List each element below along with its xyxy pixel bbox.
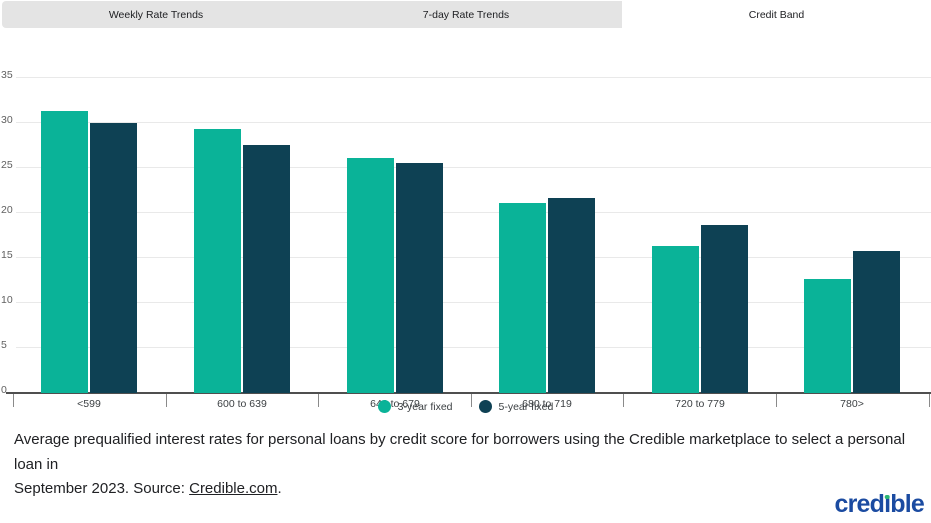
chart-legend: 3-year fixed 5-year fixed (0, 400, 931, 413)
legend-item-5-year-fixed[interactable]: 5-year fixed (478, 400, 554, 413)
y-axis-label: 15 (1, 249, 13, 261)
gridline-30 (16, 122, 931, 123)
bar-5-year-fixed (548, 198, 595, 393)
gridline-20 (16, 212, 931, 213)
x-axis-line (6, 392, 931, 394)
legend-label: 5-year fixed (498, 400, 554, 413)
bar-chart: 0 5 10 15 20 25 30 35 <599 600 to 639 640 to 679 68… (0, 28, 931, 410)
bar-3-year-fixed (652, 246, 699, 393)
gridline-5 (16, 347, 931, 348)
credible-logo: cred ıble (835, 492, 925, 517)
category-label: 600 to 639 (217, 398, 267, 410)
bar-5-year-fixed (396, 163, 443, 393)
legend-swatch-icon (377, 400, 391, 413)
y-axis-label: 0 (1, 384, 7, 396)
x-axis-tick (13, 394, 14, 407)
x-axis-tick (623, 394, 624, 407)
gridline-15 (16, 257, 931, 258)
category-label: 680 to 719 (522, 398, 572, 410)
bar-3-year-fixed (41, 111, 88, 393)
bar-5-year-fixed (243, 145, 290, 393)
y-axis-label: 35 (1, 69, 13, 81)
y-axis-label: 20 (1, 204, 13, 216)
caption-source-link[interactable]: Credible.com (189, 480, 278, 497)
tab-credit-band[interactable]: Credit Band (622, 1, 931, 28)
x-axis-tick (929, 394, 930, 407)
bar-3-year-fixed (499, 203, 546, 393)
tab-7day-rate-trends[interactable]: 7-day Rate Trends (310, 1, 622, 28)
x-axis-tick (318, 394, 319, 407)
y-axis-label: 5 (1, 339, 7, 351)
caption-period: . (277, 480, 282, 497)
bar-3-year-fixed (194, 129, 241, 393)
legend-item-3-year-fixed[interactable]: 3-year fixed (377, 400, 453, 413)
tab-weekly-rate-trends[interactable]: Weekly Rate Trends (2, 1, 310, 28)
y-axis-label: 30 (1, 114, 13, 126)
y-axis-label: 10 (1, 294, 13, 306)
bar-5-year-fixed (853, 251, 900, 393)
logo-i-dot (884, 494, 890, 500)
logo-letter-i-glyph: ı (884, 490, 891, 518)
x-axis-tick (166, 394, 167, 407)
x-axis-tick (471, 394, 472, 407)
legend-swatch-icon (478, 400, 492, 413)
logo-letter-i: ı (884, 490, 891, 518)
logo-text-pre: cred (834, 490, 885, 518)
category-label: 780> (840, 398, 864, 410)
tab-bar: Weekly Rate Trends 7-day Rate Trends Cre… (0, 1, 931, 28)
legend-label: 3-year fixed (397, 400, 453, 413)
category-label: <599 (77, 398, 101, 410)
logo-text-post: ble (890, 490, 925, 518)
caption-line2-prefix: September 2023. Source: (14, 480, 190, 497)
x-axis-tick (776, 394, 777, 407)
bar-3-year-fixed (804, 279, 851, 393)
bar-5-year-fixed (701, 225, 748, 393)
bar-5-year-fixed (90, 123, 137, 393)
y-axis-label: 25 (1, 159, 13, 171)
bar-3-year-fixed (347, 158, 394, 393)
gridline-25 (16, 167, 931, 168)
gridline-10 (16, 302, 931, 303)
gridline-35 (16, 77, 931, 78)
category-label: 720 to 779 (675, 398, 725, 410)
chart-caption: Average prequalified interest rates for … (14, 428, 926, 502)
caption-line1: Average prequalified interest rates for … (14, 431, 906, 473)
